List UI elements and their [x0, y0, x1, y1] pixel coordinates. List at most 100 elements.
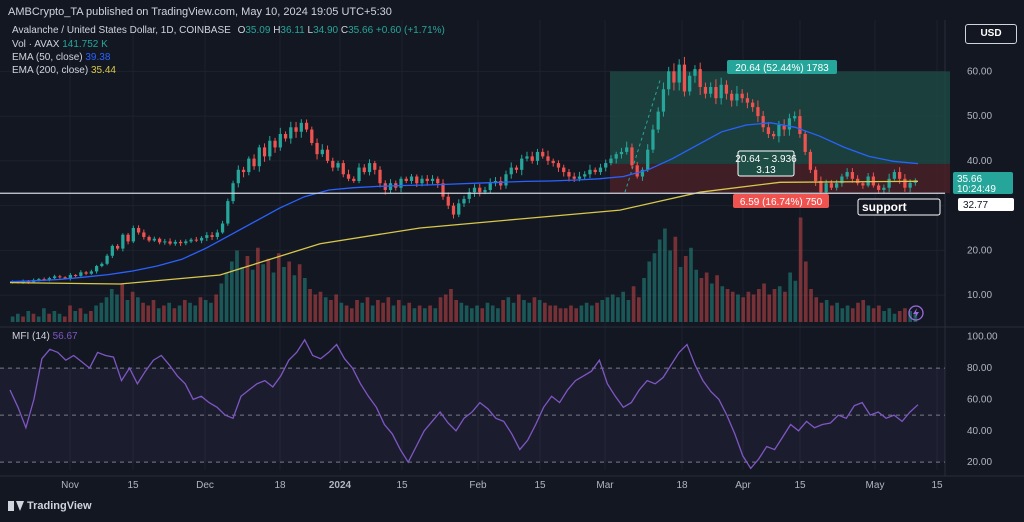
- volume-bar: [193, 305, 198, 322]
- candle-body: [184, 241, 188, 244]
- volume-bar: [47, 313, 51, 322]
- candle-body: [136, 228, 141, 233]
- candle-body: [215, 232, 219, 237]
- volume-bar: [725, 289, 730, 322]
- candle-body: [803, 134, 807, 152]
- volume-bar: [788, 272, 792, 322]
- volume-bar: [475, 305, 479, 322]
- volume-bar: [642, 278, 646, 322]
- flash-icon-bolt: [913, 308, 919, 318]
- legend-mfi-row: MFI (14) 56.67: [12, 330, 78, 343]
- mfi-tick-label: 100.00: [967, 332, 998, 343]
- candle-body: [194, 239, 198, 241]
- candle-body: [121, 234, 125, 249]
- candle-body: [247, 158, 251, 173]
- volume-bar: [21, 316, 25, 322]
- currency-button[interactable]: USD: [965, 24, 1017, 44]
- volume-bar: [99, 302, 104, 322]
- volume-bar: [214, 294, 218, 322]
- volume-bar: [746, 291, 751, 322]
- candle-body: [661, 89, 666, 112]
- volume-bar: [548, 305, 552, 322]
- support-label-bg: [857, 198, 941, 216]
- candle-body: [94, 266, 99, 272]
- candle-body: [551, 160, 555, 164]
- volume-bar: [104, 297, 109, 322]
- volume-bar: [516, 294, 521, 322]
- candle-body: [231, 183, 235, 202]
- mfi-pane: [0, 338, 945, 470]
- candle-body: [535, 151, 540, 161]
- candle-body: [84, 272, 88, 274]
- mfi-tick-label: 20.00: [967, 457, 992, 468]
- volume-bar: [381, 302, 385, 322]
- volume-bar: [235, 250, 239, 322]
- time-tick-label: 15: [794, 480, 806, 491]
- candle-body: [866, 176, 870, 186]
- candle-body: [404, 178, 408, 181]
- candle-body: [157, 238, 162, 243]
- candle-body: [546, 156, 550, 161]
- candle-body: [173, 241, 177, 244]
- candle-body: [777, 125, 781, 137]
- volume-bar: [621, 291, 625, 322]
- volume-bar: [913, 313, 918, 322]
- candle-body: [362, 167, 366, 173]
- candle-body: [126, 234, 130, 242]
- candle-body: [751, 102, 755, 108]
- candle-body: [89, 271, 93, 274]
- candle-body: [425, 178, 429, 181]
- volume-bar: [42, 308, 46, 322]
- candle-body: [220, 223, 225, 233]
- candle-body: [635, 165, 639, 177]
- volume-bar: [120, 283, 125, 322]
- candle-body: [646, 149, 650, 170]
- time-tick-label: 2024: [329, 480, 352, 491]
- candle-body: [399, 178, 403, 188]
- candle-body: [315, 142, 319, 155]
- candle-body: [483, 189, 487, 193]
- volume-bar: [83, 313, 88, 322]
- candle-body: [283, 134, 288, 139]
- ohlc-open: O35.09: [237, 25, 271, 36]
- volume-label: Vol · AVAX: [12, 39, 60, 50]
- candle-body: [877, 185, 881, 190]
- volume-bar: [574, 308, 579, 322]
- volume-bar: [57, 313, 62, 322]
- candle-body: [808, 151, 813, 170]
- candle-body: [367, 163, 372, 173]
- volume-bar: [579, 305, 584, 322]
- candle-body: [714, 87, 718, 99]
- candle-body: [672, 71, 676, 83]
- volume-bar: [887, 308, 892, 322]
- candle-body: [756, 107, 760, 117]
- volume-bar: [877, 305, 881, 322]
- volume-bar: [652, 253, 657, 322]
- volume-bar: [156, 308, 161, 322]
- candle-body: [436, 178, 440, 184]
- candle-body: [787, 118, 792, 130]
- volume-bar: [892, 313, 897, 322]
- volume-bar: [433, 308, 438, 322]
- volume-bar: [590, 305, 594, 322]
- candle-body: [325, 149, 330, 161]
- candle-body: [593, 169, 597, 173]
- candle-body: [667, 71, 671, 90]
- upper-box-label: 20.64 (52.44%) 1783: [735, 63, 829, 74]
- candle-body: [682, 64, 687, 92]
- upper-box-label-bg: [727, 60, 837, 74]
- volume-bar: [616, 297, 620, 322]
- volume-bar: [636, 297, 641, 322]
- volume-bar: [699, 278, 704, 322]
- candle-body: [373, 163, 377, 170]
- candle-body: [504, 174, 508, 186]
- volume-bar: [303, 278, 307, 322]
- volume-bar: [109, 289, 114, 322]
- candle-body: [299, 122, 303, 132]
- candle-body: [514, 167, 519, 170]
- time-tick-label: Apr: [735, 480, 751, 491]
- candle-body: [766, 127, 771, 134]
- countdown-tag: 10:24:49: [957, 184, 996, 195]
- candle-body: [835, 183, 839, 188]
